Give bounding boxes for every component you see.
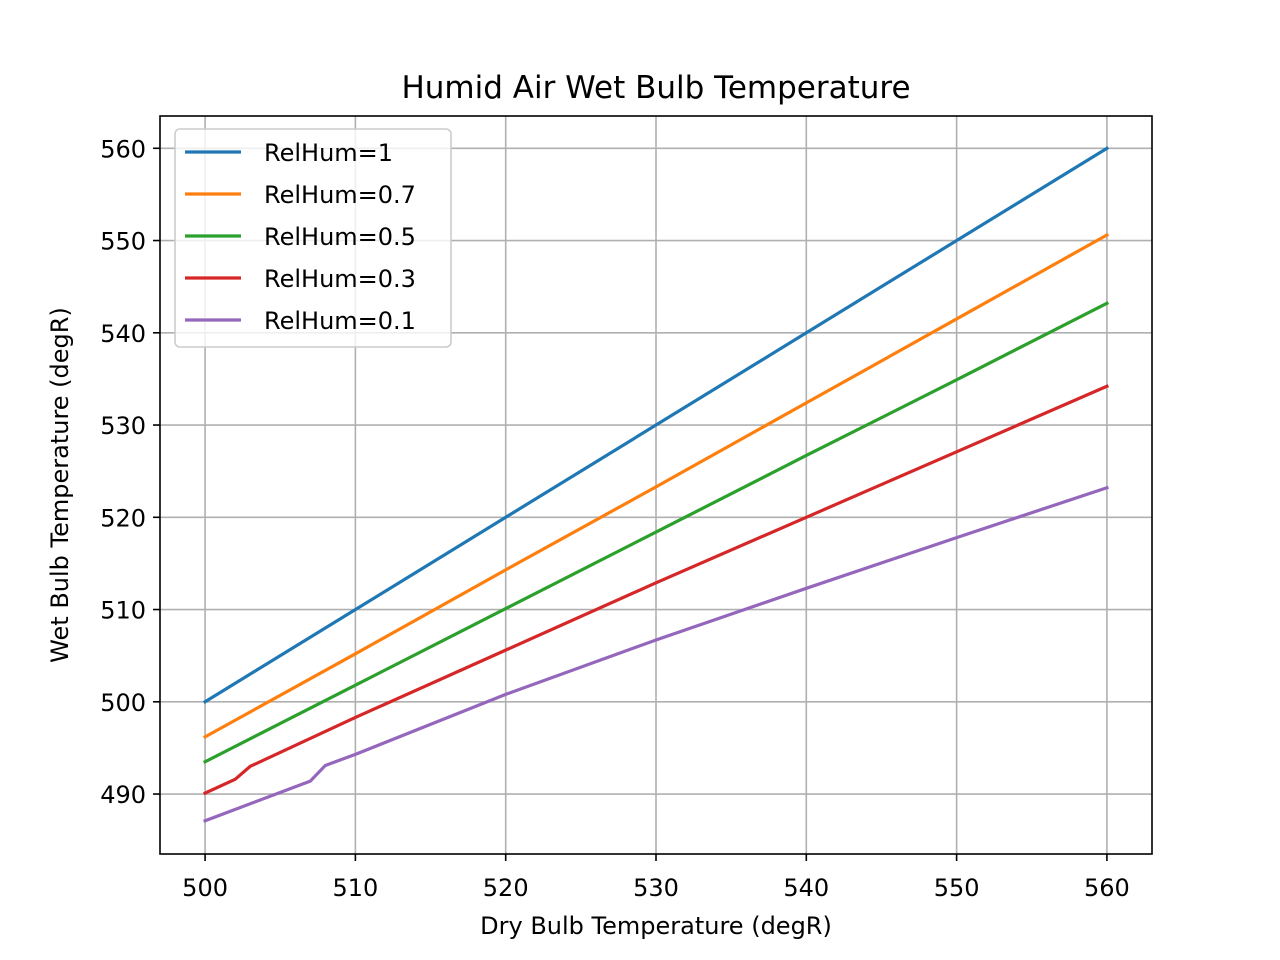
legend-label-2: RelHum=0.7 [264, 181, 416, 209]
y-tick-label: 550 [100, 228, 146, 256]
series-line-5 [203, 485, 1109, 823]
series-line-1 [202, 146, 1110, 704]
x-tick-label: 530 [633, 874, 679, 902]
series-line-3 [202, 301, 1110, 764]
series-line-4 [202, 384, 1110, 796]
x-tick-label: 560 [1084, 874, 1130, 902]
legend-label-4: RelHum=0.3 [264, 265, 416, 293]
y-tick-label: 500 [100, 689, 146, 717]
legend-label-1: RelHum=1 [264, 139, 393, 167]
legend-label-5: RelHum=0.1 [264, 307, 416, 335]
y-tick-label: 560 [100, 135, 146, 163]
chart-title: Humid Air Wet Bulb Temperature [401, 70, 910, 106]
x-tick-label: 520 [483, 874, 529, 902]
y-tick-label: 490 [100, 781, 146, 809]
y-tick-label: 530 [100, 412, 146, 440]
x-tick-label: 540 [783, 874, 829, 902]
series-group [202, 146, 1110, 823]
series-line-2 [202, 232, 1110, 740]
x-axis-label: Dry Bulb Temperature (degR) [480, 912, 832, 940]
y-tick-label: 540 [100, 320, 146, 348]
y-tick-label: 520 [100, 504, 146, 532]
y-tick-label: 510 [100, 597, 146, 625]
x-tick-label: 510 [332, 874, 378, 902]
legend: RelHum=1 RelHum=0.7 RelHum=0.5 RelHum=0.3 Re… [174, 128, 452, 348]
legend-frame [174, 128, 452, 348]
legend-label-3: RelHum=0.5 [264, 223, 416, 251]
y-axis: 490 500 510 520 530 540 550 560 [100, 135, 160, 809]
x-axis: 500 510 520 530 540 550 560 [182, 854, 1130, 902]
y-axis-label: Wet Bulb Temperature (degR) [46, 307, 74, 663]
x-tick-label: 500 [182, 874, 228, 902]
x-tick-label: 550 [934, 874, 980, 902]
